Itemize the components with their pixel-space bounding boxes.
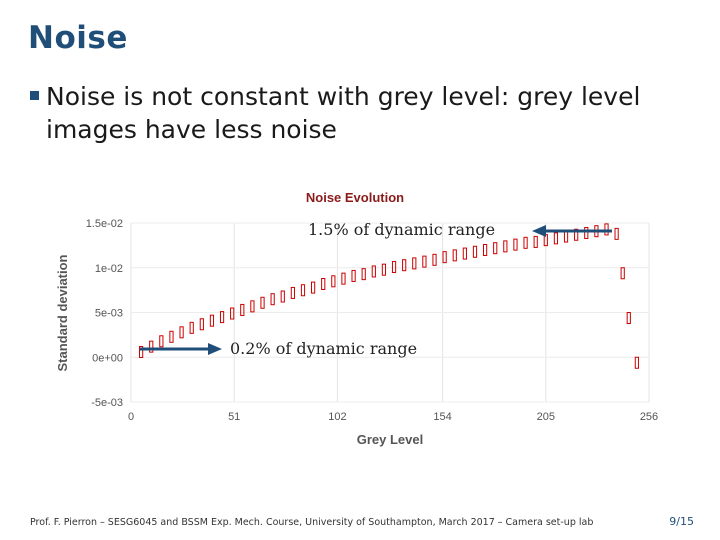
- x-tick-label: 154: [433, 411, 451, 423]
- data-bar: [361, 268, 366, 281]
- chart-title: Noise Evolution: [306, 190, 404, 205]
- data-bar: [574, 228, 579, 241]
- data-bar: [159, 335, 164, 348]
- data-bar: [341, 272, 346, 285]
- annotation-bottom: 0.2% of dynamic range: [230, 339, 417, 358]
- x-tick-label: 0: [128, 411, 134, 423]
- data-bar: [290, 286, 295, 299]
- x-tick-label: 51: [228, 411, 240, 423]
- bullet-text: Noise is not constant with grey level: g…: [46, 82, 641, 144]
- data-bar: [553, 232, 559, 245]
- data-bar: [614, 227, 619, 240]
- data-bar: [533, 235, 538, 248]
- data-bar: [169, 330, 174, 343]
- square-bullet-icon: [30, 91, 39, 100]
- data-bar: [483, 243, 488, 256]
- chart-annotations: 1.5% of dynamic range 0.2% of dynamic ra…: [140, 220, 612, 358]
- chart-x-tick-labels: 0 51 102 154 205 256: [128, 411, 658, 423]
- data-bar: [219, 311, 225, 324]
- arrow-top-head-icon: [532, 225, 546, 237]
- data-bar: [311, 281, 316, 294]
- y-tick-label: 1e-02: [95, 263, 123, 275]
- data-bar: [620, 267, 625, 280]
- data-bar: [209, 314, 215, 327]
- y-tick-label: 0e+00: [92, 352, 123, 364]
- y-tick-label: 1.5e-02: [86, 218, 123, 230]
- data-bar: [452, 249, 457, 262]
- data-bar: [523, 236, 528, 249]
- chart-x-axis-label: Grey Level: [357, 432, 424, 447]
- data-bar: [432, 253, 437, 266]
- arrow-bottom-head-icon: [208, 343, 222, 355]
- data-bar: [402, 259, 407, 272]
- y-tick-label: 5e-03: [95, 308, 123, 320]
- data-bar: [472, 245, 478, 258]
- x-tick-label: 256: [640, 411, 658, 423]
- bullet-point: Noise is not constant with grey level: g…: [30, 80, 690, 146]
- data-bar: [626, 312, 631, 324]
- data-bar: [250, 300, 255, 313]
- slide-title: Noise: [28, 20, 128, 56]
- chart-y-gridlines: [131, 222, 649, 403]
- data-bar: [270, 293, 275, 306]
- data-bar: [179, 326, 184, 339]
- x-tick-label: 205: [537, 411, 555, 423]
- data-bar: [584, 226, 589, 239]
- chart-y-tick-labels: -5e-03 0e+00 5e-03 1e-02 1.5e-02: [86, 218, 123, 409]
- data-bar: [351, 269, 356, 282]
- data-bar: [513, 238, 518, 251]
- data-bar: [462, 247, 467, 260]
- data-bar: [493, 242, 498, 255]
- data-bar: [149, 340, 154, 353]
- data-bar: [260, 296, 265, 309]
- data-bar: [300, 284, 306, 297]
- data-bar: [371, 265, 376, 278]
- data-bar: [240, 303, 245, 316]
- data-bar: [280, 290, 285, 303]
- data-bar: [604, 223, 609, 236]
- data-bar: [563, 230, 569, 243]
- y-tick-label: -5e-03: [91, 397, 123, 409]
- data-bar: [634, 356, 639, 369]
- data-bar: [422, 255, 427, 268]
- data-bar: [331, 275, 336, 288]
- data-bar: [230, 307, 235, 320]
- chart-y-axis-label: Standard deviation: [55, 254, 70, 371]
- annotation-top: 1.5% of dynamic range: [308, 220, 495, 239]
- data-bar: [442, 251, 447, 264]
- data-bar: [321, 277, 326, 290]
- data-bar: [503, 240, 508, 253]
- data-bar: [139, 346, 144, 359]
- slide-footer: Prof. F. Pierron – SESG6045 and BSSM Exp…: [30, 517, 594, 528]
- data-bar: [391, 260, 397, 273]
- data-bar: [199, 318, 204, 331]
- data-bar: [381, 263, 387, 276]
- x-tick-label: 102: [328, 411, 346, 423]
- data-bar: [412, 257, 417, 270]
- page-number: 9/15: [669, 515, 694, 528]
- data-bar: [189, 321, 194, 334]
